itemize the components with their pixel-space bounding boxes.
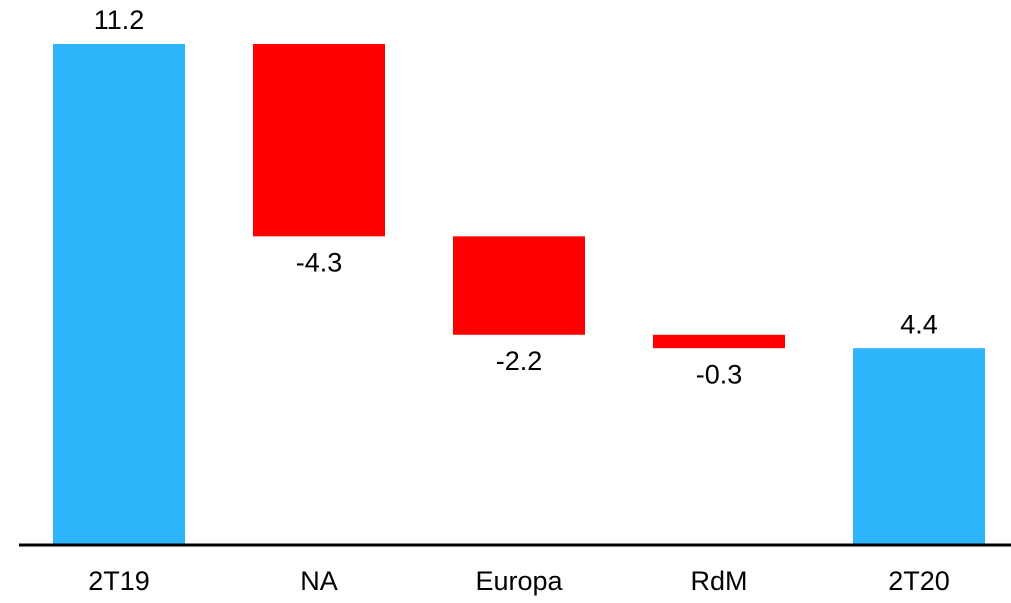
x-tick-label: Europa <box>475 566 563 596</box>
x-tick-label: 2T20 <box>888 566 950 596</box>
value-label: -4.3 <box>296 247 343 277</box>
x-tick-label: 2T19 <box>88 566 150 596</box>
value-label: -2.2 <box>496 346 543 376</box>
value-label: -0.3 <box>696 359 743 389</box>
bar <box>853 348 985 545</box>
bar <box>253 44 385 237</box>
value-label: 11.2 <box>94 5 145 35</box>
x-tick-label: RdM <box>690 566 747 596</box>
bar <box>453 236 585 335</box>
bar <box>53 44 185 545</box>
bar <box>653 334 785 349</box>
x-tick-label: NA <box>300 566 338 596</box>
value-label: 4.4 <box>900 309 938 339</box>
